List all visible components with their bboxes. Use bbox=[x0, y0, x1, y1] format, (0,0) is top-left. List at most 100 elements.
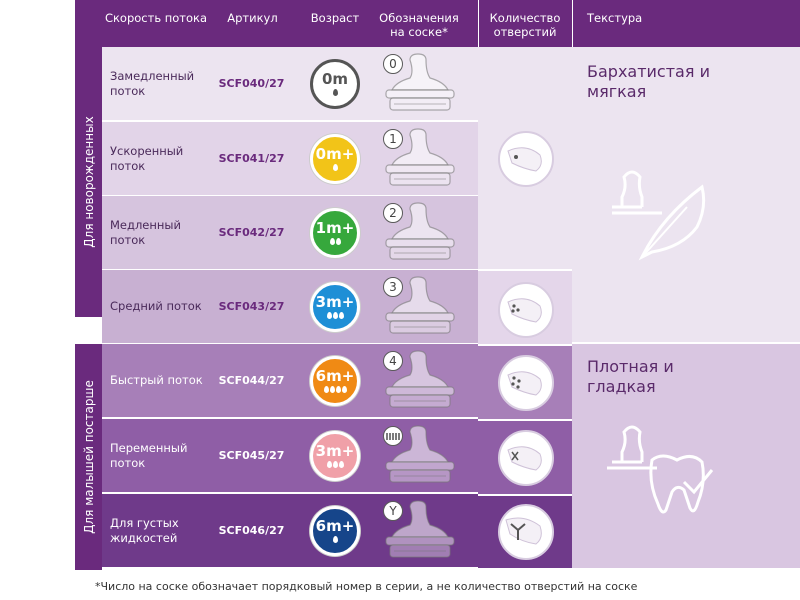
drop-icon bbox=[329, 386, 335, 393]
table-row: Для густых жидкостей SCF046/27 6m+ Y bbox=[102, 494, 478, 567]
drop-icon bbox=[341, 386, 347, 393]
flow-speed: Ускоренный поток bbox=[110, 143, 184, 173]
age-value: 6m+ bbox=[315, 517, 355, 535]
texture-soft-label: Бархатистая и мягкая bbox=[587, 62, 710, 101]
table-row: Замедленный поток SCF040/27 0m 0 bbox=[102, 47, 478, 120]
table-row: Быстрый поток SCF044/27 6m+ 4 bbox=[102, 344, 478, 417]
drop-icon bbox=[332, 536, 338, 543]
drops-icon bbox=[326, 312, 344, 319]
tooth-check-icon bbox=[607, 425, 714, 514]
flow-speed: Быстрый поток bbox=[110, 373, 203, 387]
footnote: *Число на соске обозначает порядковый но… bbox=[95, 580, 638, 593]
nipple-icon: 3 bbox=[380, 275, 460, 339]
nipple-icon: 0 bbox=[380, 52, 460, 116]
nipple-shape bbox=[385, 500, 455, 558]
age-badge: 1m+ bbox=[310, 207, 360, 258]
article-code: SCF046/27 bbox=[218, 524, 285, 537]
article-code: SCF043/27 bbox=[218, 300, 285, 313]
age-badge: 3m+ bbox=[310, 430, 360, 481]
header-age: Возраст bbox=[310, 11, 360, 25]
cross-cut-icon bbox=[498, 430, 554, 486]
one-hole-icon bbox=[498, 131, 554, 187]
article-code: SCF045/27 bbox=[218, 449, 285, 462]
table-row: Средний поток SCF043/27 3m+ 3 bbox=[102, 270, 478, 343]
drop-icon bbox=[335, 386, 341, 393]
drop-icon bbox=[332, 312, 338, 319]
header-flow: Скорость потока bbox=[104, 11, 208, 25]
texture-firm-bg bbox=[572, 342, 800, 568]
nipple-icon: 4 bbox=[380, 349, 460, 413]
drop-icon bbox=[323, 386, 329, 393]
texture-firm-label: Плотная и гладкая bbox=[587, 357, 674, 396]
nipple-shape bbox=[385, 350, 455, 408]
age-value: 0m+ bbox=[315, 145, 355, 163]
nipple-mark-badge: 1 bbox=[383, 129, 403, 149]
table-row: Ускоренный поток SCF041/27 0m+ 1 bbox=[102, 122, 478, 195]
group-newborn: Для новорожденных bbox=[75, 47, 102, 317]
header-article: Артикул bbox=[227, 11, 278, 25]
header-marks: Обозначения на соске* bbox=[379, 11, 459, 39]
variable-flow-icon bbox=[386, 433, 400, 440]
y-cut-icon bbox=[498, 504, 554, 560]
drops-icon bbox=[332, 89, 338, 96]
nipple-shape bbox=[385, 202, 455, 260]
drop-icon bbox=[326, 312, 332, 319]
texture-column: Бархатистая и мягкая Плотная и гладкая bbox=[572, 47, 800, 568]
flow-speed: Средний поток bbox=[110, 299, 202, 313]
nipple-mark-badge: 3 bbox=[383, 277, 403, 297]
table-header: Скорость потока Артикул Возраст Обозначе… bbox=[75, 0, 800, 47]
group-older: Для малышей постарше bbox=[75, 342, 102, 570]
article-code: SCF042/27 bbox=[218, 226, 285, 239]
article-code: SCF040/27 bbox=[218, 77, 285, 90]
nipple-mark-badge: 2 bbox=[383, 203, 403, 223]
drop-icon bbox=[332, 164, 338, 171]
article-code: SCF044/27 bbox=[218, 374, 285, 387]
flow-speed: Для густых жидкостей bbox=[110, 515, 179, 545]
drop-icon bbox=[332, 461, 338, 468]
drop-icon bbox=[332, 89, 338, 96]
nipple-mark-badge: 0 bbox=[383, 54, 403, 74]
article-code: SCF041/27 bbox=[218, 152, 285, 165]
nipple-shape bbox=[385, 425, 455, 483]
drop-icon bbox=[326, 461, 332, 468]
drops-icon bbox=[332, 536, 338, 543]
nipple-mark-badge: 4 bbox=[383, 351, 403, 371]
nipple-icon bbox=[380, 424, 460, 488]
age-badge: 6m+ bbox=[310, 355, 360, 406]
group-newborn-label: Для новорожденных bbox=[81, 116, 96, 248]
nipple-mark-badge: Y bbox=[383, 501, 403, 521]
flow-speed: Замедленный поток bbox=[110, 68, 195, 98]
age-value: 6m+ bbox=[315, 367, 355, 385]
age-badge: 0m+ bbox=[310, 133, 360, 184]
nipple-icon: 2 bbox=[380, 201, 460, 265]
age-value: 1m+ bbox=[315, 219, 355, 237]
drops-icon bbox=[332, 164, 338, 171]
three-holes-icon bbox=[498, 282, 554, 338]
age-value: 0m bbox=[321, 70, 349, 88]
drops-icon bbox=[326, 461, 344, 468]
group-older-label: Для малышей постарше bbox=[81, 380, 96, 534]
age-badge: 3m+ bbox=[310, 281, 360, 332]
header-texture: Текстура bbox=[587, 11, 643, 25]
age-badge: 6m+ bbox=[310, 505, 360, 556]
drops-icon bbox=[329, 238, 341, 245]
table-row: Медленный поток SCF042/27 1m+ 2 bbox=[102, 196, 478, 269]
nipple-shape bbox=[385, 53, 455, 111]
drop-icon bbox=[338, 461, 344, 468]
flow-speed: Медленный поток bbox=[110, 217, 181, 247]
four-holes-icon bbox=[498, 355, 554, 411]
drop-icon bbox=[329, 238, 335, 245]
nipple-icon: 1 bbox=[380, 127, 460, 191]
drops-icon bbox=[323, 386, 347, 393]
age-badge: 0m bbox=[310, 58, 360, 109]
nipple-shape bbox=[385, 128, 455, 186]
holes-column bbox=[478, 47, 572, 568]
flow-speed: Переменный поток bbox=[110, 440, 188, 470]
age-value: 3m+ bbox=[315, 293, 355, 311]
drop-icon bbox=[335, 238, 341, 245]
texture-soft-bg bbox=[572, 47, 800, 342]
nipple-mark-badge bbox=[383, 426, 403, 446]
age-value: 3m+ bbox=[315, 442, 355, 460]
header-holes: Количество отверстий bbox=[489, 11, 561, 39]
nipple-icon: Y bbox=[380, 499, 460, 563]
